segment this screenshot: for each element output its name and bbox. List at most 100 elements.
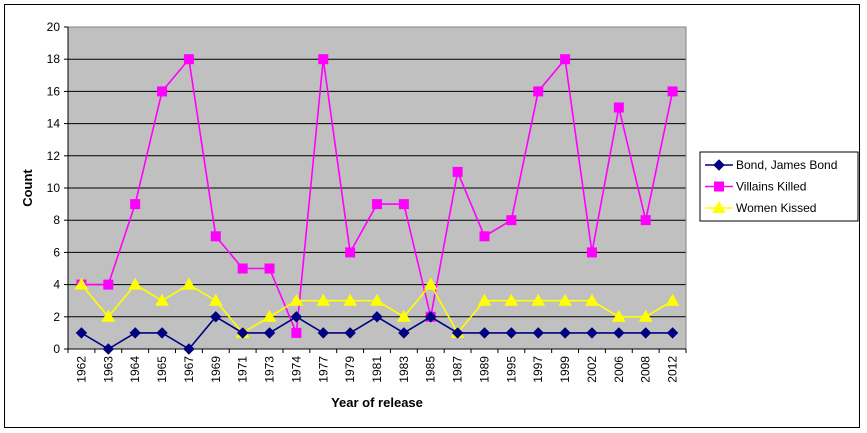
x-tick-label: 2006 xyxy=(612,356,626,383)
data-point xyxy=(477,293,492,306)
data-point xyxy=(263,327,276,339)
data-point xyxy=(425,311,437,323)
x-tick-label: 1995 xyxy=(504,356,518,383)
x-tick-label: 1963 xyxy=(101,356,115,383)
data-point xyxy=(613,327,625,339)
data-point xyxy=(398,327,410,339)
x-tick-label: 2012 xyxy=(666,356,680,383)
x-tick-label: 1981 xyxy=(370,356,384,383)
x-tick-label: 1987 xyxy=(451,356,465,383)
data-point xyxy=(665,293,680,306)
series-bond-james-bond xyxy=(75,311,679,355)
data-point xyxy=(532,327,544,339)
data-point xyxy=(372,199,382,210)
y-tick-label: 20 xyxy=(47,20,61,34)
data-point xyxy=(345,247,356,258)
data-point xyxy=(156,327,168,339)
data-point xyxy=(129,327,141,339)
data-point xyxy=(75,327,88,339)
legend-label: Villains Killed xyxy=(736,180,806,194)
data-point xyxy=(585,293,599,306)
legend-label: Bond, James Bond xyxy=(736,158,837,172)
data-point xyxy=(157,86,168,97)
data-point xyxy=(398,199,409,210)
data-point xyxy=(155,293,169,306)
data-point xyxy=(183,343,195,355)
data-point xyxy=(182,277,196,290)
data-point xyxy=(208,293,223,306)
x-tick-label: 1974 xyxy=(289,356,303,383)
data-point xyxy=(370,293,384,306)
data-point xyxy=(560,54,571,65)
legend-entry: Women Kissed xyxy=(705,200,816,215)
data-point xyxy=(586,247,597,258)
y-axis-title: Count xyxy=(20,169,35,207)
data-point xyxy=(613,102,624,113)
data-point xyxy=(318,54,329,65)
data-point xyxy=(371,311,383,323)
data-point xyxy=(451,327,464,339)
y-tick-label: 12 xyxy=(47,149,61,163)
x-tick-label: 1964 xyxy=(128,356,142,383)
legend-marker xyxy=(714,181,724,192)
y-tick-label: 18 xyxy=(47,52,61,66)
y-tick-label: 0 xyxy=(53,342,60,356)
data-point xyxy=(586,327,598,339)
data-point xyxy=(102,343,115,355)
data-point xyxy=(101,309,116,322)
data-point xyxy=(506,215,517,226)
x-tick-label: 1989 xyxy=(477,356,491,383)
data-point xyxy=(317,327,329,339)
y-tick-label: 16 xyxy=(47,84,61,98)
legend-marker xyxy=(712,200,726,213)
x-tick-label: 1997 xyxy=(531,356,545,383)
data-point xyxy=(558,293,572,306)
data-point xyxy=(264,263,275,274)
x-tick-label: 2002 xyxy=(585,356,599,383)
x-tick-label: 1983 xyxy=(397,356,411,383)
data-point xyxy=(237,263,248,274)
data-point xyxy=(289,293,304,306)
legend-label: Women Kissed xyxy=(736,201,816,215)
data-point xyxy=(640,215,651,226)
x-tick-label: 2008 xyxy=(639,356,653,383)
data-point xyxy=(103,279,114,290)
y-tick-label: 4 xyxy=(53,278,60,292)
legend-entry: Bond, James Bond xyxy=(705,158,837,172)
series-layer xyxy=(74,54,680,355)
data-point xyxy=(183,54,194,65)
x-tick-label: 1962 xyxy=(74,356,88,383)
data-point xyxy=(667,86,678,97)
x-axis-title: Year of release xyxy=(331,395,423,410)
data-point xyxy=(236,327,249,339)
y-tick-label: 8 xyxy=(53,213,60,227)
data-point xyxy=(638,309,653,322)
data-point xyxy=(344,327,356,339)
x-tick-label: 1969 xyxy=(209,356,223,383)
data-point xyxy=(343,293,357,306)
x-tick-label: 1977 xyxy=(316,356,330,383)
data-point xyxy=(505,327,518,339)
y-axis-ticks: 0 2 4 6 8 10 12 14 16 18 20 xyxy=(47,20,68,356)
data-point xyxy=(262,309,277,322)
y-tick-label: 2 xyxy=(53,310,60,324)
data-point xyxy=(479,231,490,242)
y-tick-label: 14 xyxy=(47,117,61,131)
data-point xyxy=(639,327,652,339)
data-point xyxy=(210,231,221,242)
data-point xyxy=(290,311,303,323)
x-tick-label: 1971 xyxy=(236,356,250,383)
x-axis-ticks: 1962 1963 1964 1965 1967 1969 1971 1973 1974 1977… xyxy=(67,349,687,383)
x-tick-label: 1967 xyxy=(182,356,196,383)
data-point xyxy=(128,277,143,290)
data-point xyxy=(531,293,546,306)
data-point xyxy=(423,277,438,290)
data-point xyxy=(316,293,331,306)
data-point xyxy=(478,327,491,339)
data-point xyxy=(559,327,571,339)
x-tick-label: 1973 xyxy=(263,356,277,383)
x-tick-label: 1999 xyxy=(558,356,572,383)
y-tick-label: 6 xyxy=(53,245,60,259)
legend: Bond, James Bond Villains Killed Women Kis… xyxy=(699,151,859,222)
